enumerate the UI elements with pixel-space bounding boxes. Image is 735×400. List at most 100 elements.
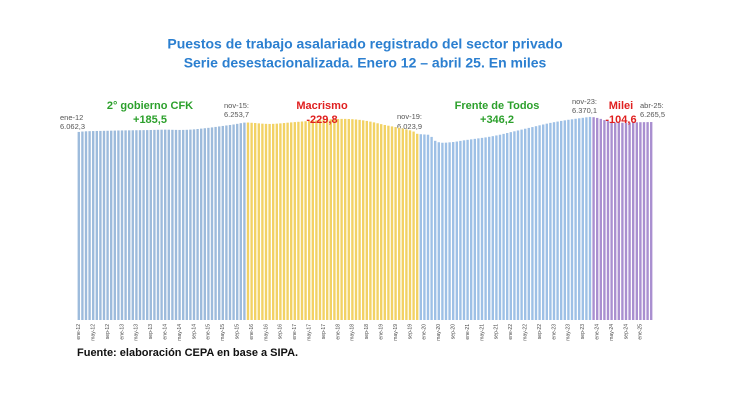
annotation-label: abr-25: xyxy=(640,101,664,110)
bar xyxy=(646,122,649,321)
source: Fuente: elaboración CEPA en base a SIPA. xyxy=(77,347,298,359)
bar xyxy=(628,122,631,321)
bar xyxy=(286,122,289,321)
bar xyxy=(437,142,440,320)
bar xyxy=(639,122,642,320)
bar xyxy=(257,123,260,320)
bar xyxy=(470,139,473,320)
x-tick-label: sep-16 xyxy=(278,324,284,340)
x-tick-label: ene-15 xyxy=(206,324,212,340)
bar xyxy=(416,133,419,320)
bar xyxy=(358,119,361,320)
bar xyxy=(477,138,480,320)
bar xyxy=(448,142,451,320)
x-tick-label: ene-20 xyxy=(422,324,428,340)
bar xyxy=(228,124,232,321)
bar xyxy=(185,129,188,320)
x-tick-label: may-13 xyxy=(134,324,140,341)
bar xyxy=(351,119,354,320)
bar xyxy=(624,122,628,321)
bar xyxy=(498,134,502,320)
bar xyxy=(279,123,282,320)
bar xyxy=(520,129,523,320)
x-tick-label: may-16 xyxy=(263,324,269,341)
x-tick-label: sep-23 xyxy=(580,324,586,340)
bar xyxy=(466,139,469,320)
period-change: +185,5 xyxy=(133,114,167,126)
bar xyxy=(455,141,458,320)
bar xyxy=(304,121,307,320)
bar xyxy=(326,119,329,320)
bar xyxy=(405,129,408,320)
bar xyxy=(77,131,80,320)
annotation-value: 6.370,1 xyxy=(572,106,597,115)
bar xyxy=(401,128,404,320)
bar xyxy=(394,127,397,320)
x-tick-label: sep-12 xyxy=(105,324,111,340)
bar xyxy=(333,119,336,320)
bar xyxy=(92,131,95,320)
annotation-label: nov-19: xyxy=(397,112,422,121)
bar xyxy=(650,122,653,320)
bar xyxy=(484,137,487,320)
bar xyxy=(189,129,192,320)
x-tick-label: ene-21 xyxy=(465,324,471,340)
bar xyxy=(84,131,88,320)
bar xyxy=(261,123,264,320)
bar xyxy=(315,120,318,320)
bar xyxy=(372,122,376,321)
period-label: Frente de Todos xyxy=(455,100,540,112)
bar xyxy=(430,136,433,320)
bar xyxy=(538,125,541,320)
bar xyxy=(156,129,160,320)
bar xyxy=(290,122,293,321)
bar xyxy=(239,123,242,320)
bar xyxy=(225,125,228,320)
bar xyxy=(567,119,570,320)
bar xyxy=(542,124,545,320)
annotation-label: nov-15: xyxy=(224,101,249,110)
bar xyxy=(419,134,422,320)
x-tick-label: ene-14 xyxy=(163,324,169,340)
bar xyxy=(336,118,340,320)
bar xyxy=(552,122,556,320)
bar xyxy=(81,131,84,320)
bar xyxy=(340,118,343,320)
bar xyxy=(178,129,181,320)
x-tick-label: sep-17 xyxy=(321,324,327,340)
bar xyxy=(221,125,224,321)
bar xyxy=(308,120,311,320)
bar xyxy=(117,130,120,320)
bar xyxy=(578,118,581,320)
bar xyxy=(254,123,257,320)
bar xyxy=(232,124,235,320)
period-label: Macrismo xyxy=(296,100,348,112)
bar xyxy=(383,124,386,321)
bar xyxy=(124,130,127,320)
bar xyxy=(275,123,278,320)
x-tick-label: sep-22 xyxy=(537,324,543,340)
x-tick-label: ene-25 xyxy=(638,324,644,340)
bar xyxy=(131,130,134,320)
annotation-label: nov-23: xyxy=(572,97,597,106)
x-tick-label: ene-19 xyxy=(379,324,385,340)
bar xyxy=(563,120,566,320)
bar xyxy=(196,129,199,320)
x-tick-label: ene-13 xyxy=(119,324,125,340)
bar xyxy=(264,123,268,320)
bar xyxy=(473,138,476,320)
bar xyxy=(218,126,221,320)
bar xyxy=(354,119,358,320)
bar xyxy=(574,118,577,320)
bar xyxy=(545,123,548,320)
bar xyxy=(596,117,599,320)
bar xyxy=(581,117,584,321)
x-tick-label: ene-16 xyxy=(249,324,255,340)
x-tick-label: sep-20 xyxy=(451,324,457,340)
bar xyxy=(614,122,617,321)
bar xyxy=(452,142,455,320)
bar xyxy=(408,130,412,320)
bar xyxy=(160,129,163,320)
bar xyxy=(398,127,401,320)
bar xyxy=(174,129,178,320)
